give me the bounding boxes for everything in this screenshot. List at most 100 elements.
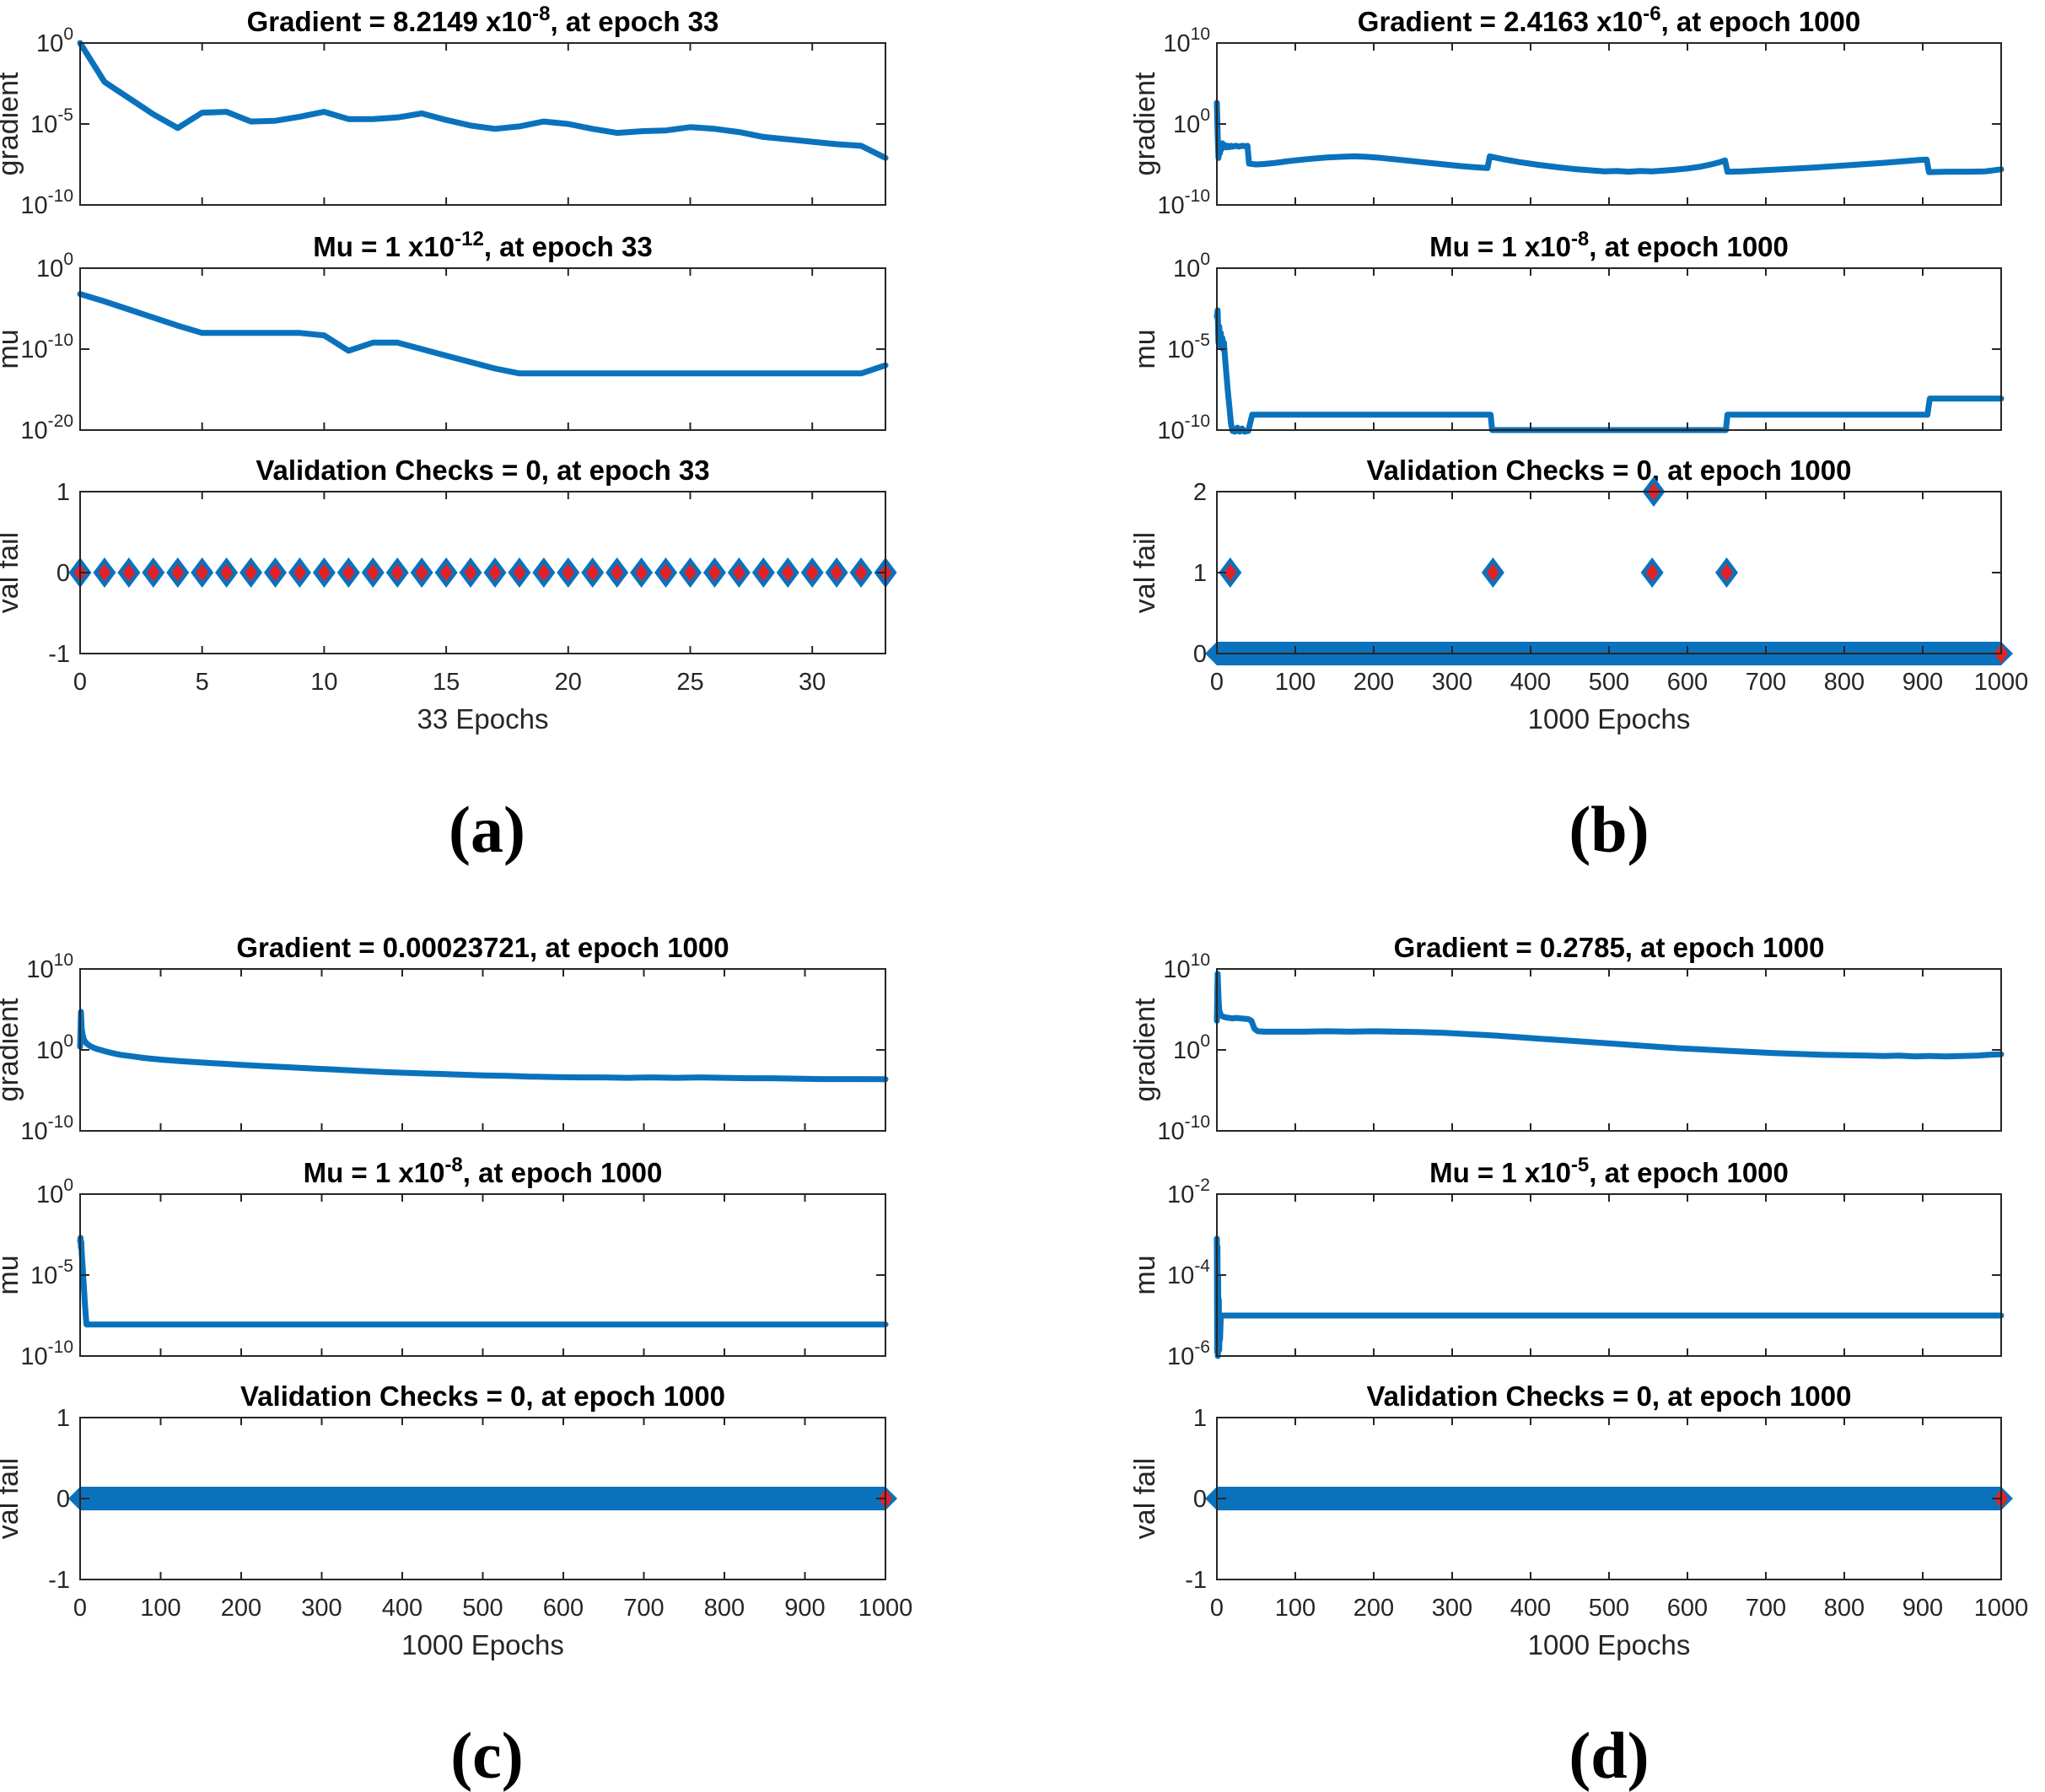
axes-box bbox=[79, 1193, 886, 1357]
val-fail-marker-center bbox=[830, 563, 843, 582]
y-tick-label: 100 bbox=[1173, 105, 1210, 138]
subplot-title: Mu = 1 x10-12, at epoch 33 bbox=[313, 228, 652, 262]
val-fail-marker-center bbox=[659, 563, 673, 582]
panel-d: Gradient = 0.2785, at epoch 1000 1010 100 1… bbox=[1023, 926, 2045, 1789]
y-tick-exponent: 0 bbox=[63, 24, 73, 44]
val-fail-marker-center bbox=[854, 563, 868, 582]
y-tick-label: 10-10 bbox=[20, 1112, 73, 1145]
series-line bbox=[77, 1009, 889, 1083]
axes-box bbox=[79, 267, 886, 431]
x-tick-label: 900 bbox=[784, 1595, 825, 1622]
subplot-title: Mu = 1 x10-8, at epoch 1000 bbox=[1429, 228, 1789, 262]
x-tick-label: 20 bbox=[555, 669, 582, 696]
x-tick-label: 700 bbox=[623, 1595, 664, 1622]
x-tick-label: 400 bbox=[382, 1595, 422, 1622]
y-tick-exponent: -4 bbox=[1194, 1257, 1210, 1276]
y-tick-label: -1 bbox=[48, 641, 70, 668]
subplot-gradient: Gradient = 2.4163 x10-6, at epoch 1000 10… bbox=[1129, 3, 2005, 219]
y-tick-exponent: 0 bbox=[63, 250, 73, 269]
x-tick-label: 600 bbox=[1667, 669, 1708, 696]
y-tick-exponent: 10 bbox=[54, 950, 73, 970]
x-tick-label: 0 bbox=[73, 669, 87, 696]
x-tick-label: 200 bbox=[221, 1595, 261, 1622]
val-fail-marker-center bbox=[1720, 563, 1733, 582]
val-fail-marker-center bbox=[756, 563, 770, 582]
x-axis-label: 1000 Epochs bbox=[1528, 703, 1691, 735]
title-suffix: , at epoch 33 bbox=[484, 231, 653, 262]
series-line bbox=[1214, 100, 2005, 175]
y-tick-exponent: -10 bbox=[48, 331, 73, 350]
y-tick-label: 100 bbox=[36, 24, 73, 57]
y-tick-exponent: 10 bbox=[1191, 950, 1210, 970]
axes-box bbox=[79, 968, 886, 1132]
val-fail-marker-center bbox=[415, 563, 428, 582]
series-line bbox=[77, 1235, 889, 1328]
subplot-gradient: Gradient = 8.2149 x10-8, at epoch 33 100 1… bbox=[0, 3, 889, 219]
axes-box bbox=[1216, 491, 2002, 654]
val-fail-marker-center bbox=[683, 563, 697, 582]
axes-box bbox=[79, 42, 886, 206]
y-tick-exponent: 0 bbox=[1200, 250, 1210, 269]
y-tick-label: 10-5 bbox=[1167, 331, 1210, 363]
y-axis-label: gradient bbox=[0, 998, 24, 1101]
subplot-title: Gradient = 2.4163 x10-6, at epoch 1000 bbox=[1358, 3, 1860, 37]
x-tick-label: 900 bbox=[1902, 1595, 1943, 1622]
x-tick-label: 500 bbox=[1589, 669, 1629, 696]
y-axis-label: mu bbox=[1129, 329, 1161, 369]
x-tick-label: 0 bbox=[1210, 669, 1224, 696]
x-tick-label: 15 bbox=[433, 669, 460, 696]
y-tick-exponent: -5 bbox=[1194, 331, 1210, 350]
x-tick-label: 100 bbox=[1275, 1595, 1316, 1622]
val-fail-marker-center bbox=[171, 563, 185, 582]
title-exponent: -8 bbox=[444, 1154, 462, 1176]
y-tick-label: 0 bbox=[1193, 1486, 1207, 1513]
panel-b: Gradient = 2.4163 x10-6, at epoch 1000 10… bbox=[1023, 0, 2045, 926]
y-tick-label: 0 bbox=[57, 560, 70, 587]
x-tick-label: 500 bbox=[462, 1595, 503, 1622]
y-tick-exponent: -10 bbox=[48, 1112, 73, 1132]
title-exponent: -8 bbox=[532, 3, 550, 25]
y-axis-label: mu bbox=[0, 1255, 24, 1294]
x-tick-label: 800 bbox=[704, 1595, 745, 1622]
y-tick-label: 1 bbox=[1193, 1405, 1207, 1432]
x-tick-label: 300 bbox=[301, 1595, 342, 1622]
panel-d-label: (d) bbox=[1569, 1719, 1649, 1792]
x-tick-label: 900 bbox=[1902, 669, 1943, 696]
x-axis-label: 1000 Epochs bbox=[1528, 1629, 1691, 1660]
x-tick-label: 10 bbox=[310, 669, 337, 696]
y-tick-label: 100 bbox=[1173, 1031, 1210, 1064]
panel-d-plots: Gradient = 0.2785, at epoch 100010101001… bbox=[1129, 932, 2028, 1660]
y-tick-label: 0 bbox=[1193, 641, 1207, 668]
x-tick-label: 400 bbox=[1510, 669, 1551, 696]
val-fail-marker-center bbox=[1645, 563, 1659, 582]
y-tick-exponent: -10 bbox=[1185, 412, 1210, 431]
val-fail-marker-center bbox=[245, 563, 258, 582]
y-axis-label: mu bbox=[0, 329, 24, 369]
subplot-title: Mu = 1 x10-5, at epoch 1000 bbox=[1429, 1154, 1789, 1188]
series-line bbox=[1214, 1235, 2005, 1359]
x-tick-label: 200 bbox=[1353, 1595, 1394, 1622]
title-exponent: -5 bbox=[1571, 1154, 1589, 1176]
x-tick-label: 1000 bbox=[1974, 1595, 2029, 1622]
y-axis-label: val fail bbox=[0, 532, 24, 613]
y-tick-label: 10-10 bbox=[1157, 186, 1210, 219]
y-tick-label: 2 bbox=[1193, 479, 1207, 506]
y-tick-label: 10-10 bbox=[1157, 412, 1210, 444]
val-fail-marker-center bbox=[805, 563, 819, 582]
val-fail-marker-center bbox=[293, 563, 306, 582]
subplot-title: Gradient = 8.2149 x10-8, at epoch 33 bbox=[247, 3, 719, 37]
y-axis-label: gradient bbox=[0, 72, 24, 175]
val-fail-marker-center bbox=[635, 563, 648, 582]
subplot-title: Validation Checks = 0, at epoch 1000 bbox=[1366, 455, 1851, 486]
val-fail-marker-center bbox=[147, 563, 160, 582]
y-tick-label: 10-4 bbox=[1167, 1257, 1210, 1289]
subplot-title: Validation Checks = 0, at epoch 33 bbox=[256, 455, 709, 486]
y-tick-exponent: 0 bbox=[1200, 1031, 1210, 1051]
y-tick-label: 10-10 bbox=[20, 1337, 73, 1370]
val-fail-marker-center bbox=[732, 563, 745, 582]
subplot-val-fail: Validation Checks = 0, at epoch 100010-1… bbox=[1129, 1380, 2028, 1660]
val-fail-marker-center bbox=[1486, 563, 1499, 582]
val-fail-marker-center bbox=[98, 563, 111, 582]
y-tick-exponent: -2 bbox=[1194, 1176, 1210, 1195]
subplot-mu: Mu = 1 x10-8, at epoch 1000 100 10-5 10-10 m… bbox=[0, 1154, 889, 1370]
